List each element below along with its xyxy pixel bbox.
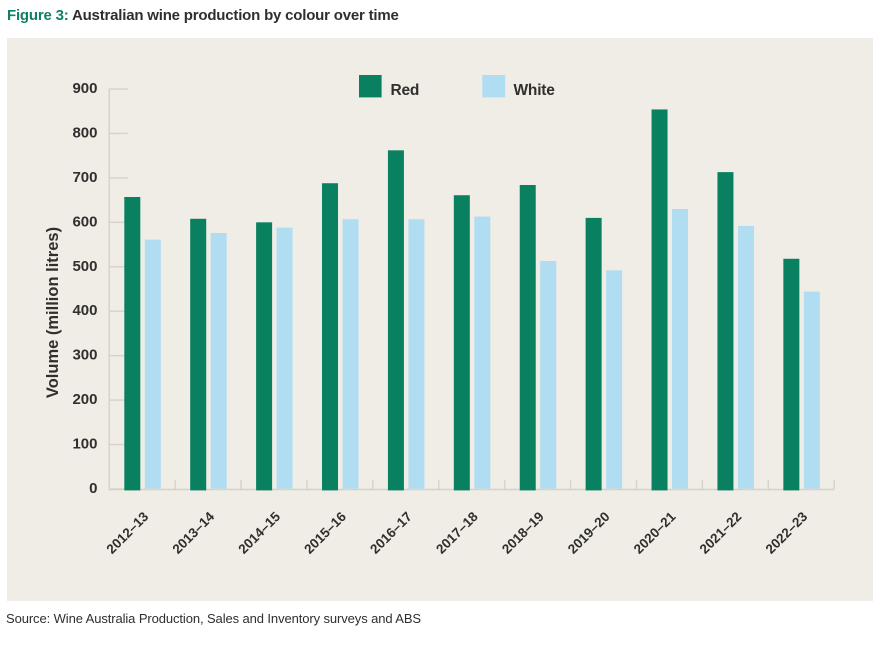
svg-text:500: 500	[72, 258, 97, 275]
svg-text:400: 400	[72, 302, 97, 319]
svg-text:Volume (million litres): Volume (million litres)	[44, 227, 62, 398]
svg-text:300: 300	[72, 347, 97, 364]
svg-text:800: 800	[72, 124, 97, 141]
svg-text:0: 0	[89, 480, 97, 497]
svg-text:White: White	[514, 82, 556, 99]
svg-text:100: 100	[72, 436, 97, 453]
svg-text:Red: Red	[391, 82, 420, 99]
svg-text:600: 600	[72, 213, 97, 230]
svg-text:700: 700	[72, 169, 97, 186]
svg-text:200: 200	[72, 391, 97, 408]
svg-text:900: 900	[72, 80, 97, 97]
